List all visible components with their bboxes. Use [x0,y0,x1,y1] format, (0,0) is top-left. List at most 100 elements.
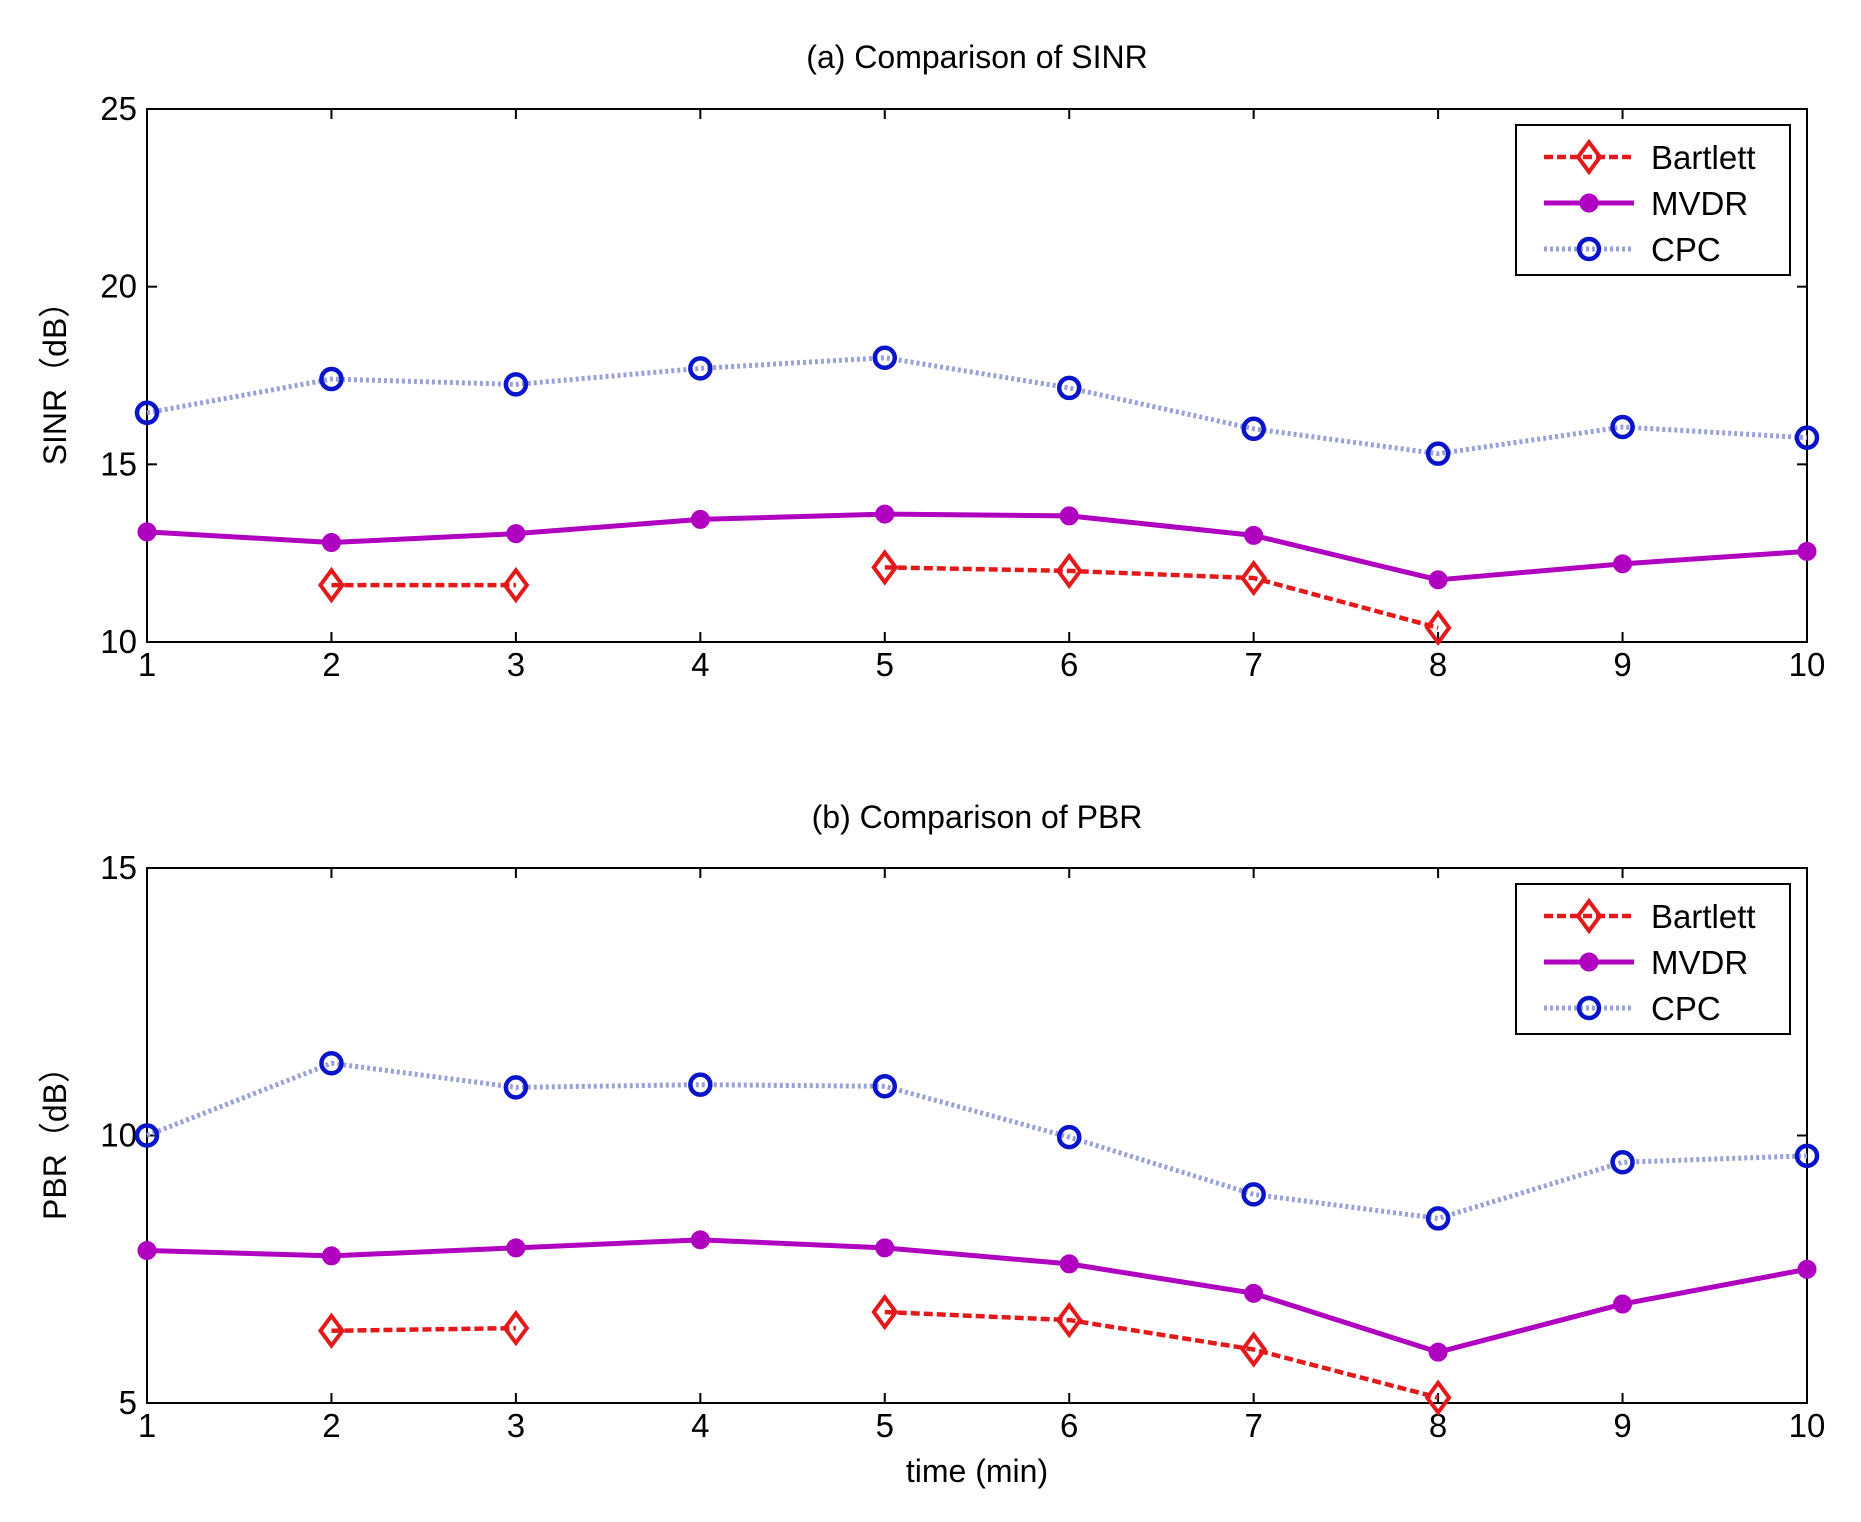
mvdr-point [1428,1342,1448,1362]
mvdr-point [321,533,341,553]
bartlett-point [1424,1379,1452,1416]
cpc-point [134,400,160,426]
cpc-point [319,1051,344,1076]
cpc-point [1241,1182,1266,1207]
mvdr-point [875,504,895,524]
cpc-point [1425,1206,1451,1231]
legend-label-cpc: CPC [1651,990,1721,1027]
chart-sinr: (a) Comparison of SINR 1 2 3 4 5 6 7 8 9 10 10 15 20 2… [37,39,1825,683]
legend-marker-bartlett [1575,138,1603,176]
chart-title: (b) Comparison of PBR [812,799,1143,835]
cpc-point [1056,375,1082,401]
bartlett-line [331,1325,516,1334]
mvdr-point [137,1241,157,1261]
y-tick-label: 10 [100,1117,137,1154]
legend-label-mvdr: MVDR [1651,944,1748,981]
bartlett-point [1055,552,1083,590]
x-tick-label: 9 [1613,646,1631,683]
cpc-point [688,356,713,381]
bartlett-point [317,1312,345,1349]
chart-pbr: (b) Comparison of PBR 1 2 3 4 5 6 7 8 9 10 5 10 15 PBR… [37,799,1825,1489]
x-axis-label: time (min) [906,1453,1048,1489]
mvdr-line [146,511,1808,583]
plot-frame [146,108,1808,643]
legend-marker-cpc [1576,995,1602,1021]
x-tick-label: 8 [1429,1407,1447,1444]
cpc-point [872,345,898,370]
x-tick-label: 10 [1789,1407,1826,1444]
legend-label-bartlett: Bartlett [1651,898,1756,935]
bartlett-point [1240,559,1268,597]
x-tick-label: 5 [876,646,894,683]
legend: Bartlett MVDR CPC [1515,883,1791,1035]
cpc-point [688,1072,713,1097]
chart-title: (a) Comparison of SINR [806,39,1147,75]
bartlett-point [871,1293,899,1331]
x-tick-label: 6 [1060,1407,1078,1444]
cpc-line [146,1060,1808,1221]
y-tick-label: 15 [100,445,137,482]
mvdr-point [1244,1283,1264,1303]
legend-marker-mvdr [1579,952,1599,972]
mvdr-point [1244,525,1264,545]
y-tick-label: 5 [119,1384,137,1421]
mvdr-point [1797,541,1817,561]
x-tick-label: 8 [1429,646,1447,683]
cpc-point [1794,1143,1820,1169]
cpc-point [134,1123,160,1148]
x-tick-label: 7 [1244,1407,1262,1444]
bartlett-point [1424,609,1452,646]
mvdr-point [1613,1294,1633,1314]
cpc-point [503,1075,529,1100]
x-tick-label: 9 [1613,1407,1631,1444]
series-bartlett [317,549,1452,646]
bartlett-point [1055,1301,1083,1339]
cpc-point [503,372,529,397]
y-tick-label: 25 [100,90,137,127]
legend-marker-cpc [1576,236,1602,262]
y-axis-label: SINR（dB） [37,286,73,466]
x-tick-label: 2 [322,1407,340,1444]
legend-label-cpc: CPC [1651,231,1721,268]
bartlett-point [502,566,530,604]
y-tick-label: 20 [100,268,137,305]
bartlett-line [884,565,1439,630]
x-tick-label: 6 [1060,646,1078,683]
x-tick-label: 5 [876,1407,894,1444]
legend-marker-bartlett [1575,897,1603,935]
bartlett-line [884,1309,1439,1400]
mvdr-point [1059,506,1079,526]
mvdr-point [506,1238,526,1258]
mvdr-point [1613,554,1633,574]
legend-box [1515,883,1791,1035]
series-mvdr [137,504,1817,590]
legend-label-mvdr: MVDR [1651,185,1748,222]
x-tick-label: 4 [691,1407,709,1444]
bartlett-point [317,566,345,604]
cpc-point [872,1074,898,1099]
mvdr-point [506,524,526,544]
cpc-point [1610,1150,1635,1175]
mvdr-point [875,1238,895,1258]
y-tick-label: 15 [100,849,137,886]
x-tick-label: 3 [507,1407,525,1444]
series-cpc [134,345,1820,466]
x-tick-label: 3 [507,646,525,683]
legend-label-bartlett: Bartlett [1651,139,1756,176]
x-tick-label: 2 [322,646,340,683]
cpc-point [1056,1124,1082,1150]
x-tick-label: 7 [1244,646,1262,683]
cpc-line [146,355,1808,457]
cpc-point [1610,414,1635,440]
cpc-point [1425,441,1451,466]
y-tick-label: 10 [100,623,137,660]
x-tick-label: 1 [138,646,156,683]
mvdr-point [137,522,157,542]
bartlett-point [871,549,899,586]
legend: Bartlett MVDR CPC [1515,124,1791,276]
mvdr-point [690,1230,710,1250]
mvdr-point [1428,570,1448,590]
series-cpc [134,1051,1820,1231]
x-tick-label: 10 [1789,646,1826,683]
